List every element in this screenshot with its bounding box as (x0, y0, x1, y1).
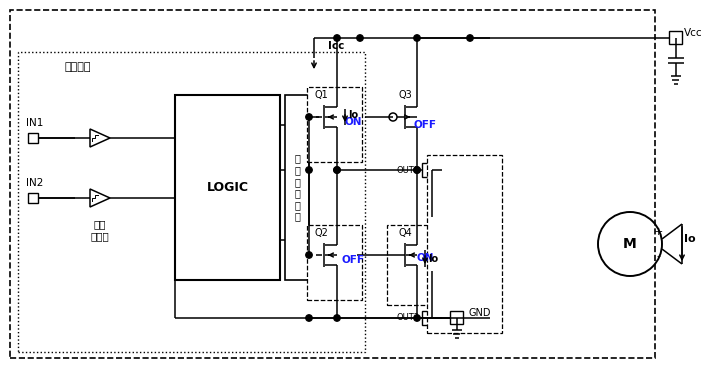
Text: OUT1: OUT1 (397, 165, 420, 174)
Text: Icc: Icc (328, 41, 345, 51)
Bar (307, 225, 362, 300)
Circle shape (334, 167, 340, 173)
Text: 防
止
同
时
导
通: 防 止 同 时 导 通 (294, 154, 300, 221)
Text: OFF: OFF (342, 255, 364, 265)
Circle shape (306, 252, 312, 258)
Text: OUT2: OUT2 (397, 313, 420, 322)
Circle shape (414, 167, 420, 173)
Text: ON: ON (345, 117, 362, 127)
Circle shape (357, 35, 363, 41)
Bar (28, 133, 38, 143)
Bar (422, 163, 434, 177)
Circle shape (334, 167, 340, 173)
Text: Vcc: Vcc (684, 28, 703, 38)
Bar (387, 225, 447, 305)
Bar (307, 87, 362, 162)
Bar (450, 311, 463, 324)
Circle shape (306, 167, 312, 173)
Text: Q4: Q4 (399, 228, 413, 238)
Bar (28, 193, 38, 203)
Bar (422, 311, 434, 325)
Text: OFF: OFF (413, 120, 437, 130)
Circle shape (334, 35, 340, 41)
Text: 磁滞
缓冲器: 磁滞 缓冲器 (91, 219, 109, 241)
Bar (175, 95, 280, 280)
Text: Q1: Q1 (315, 90, 329, 100)
Text: IN2: IN2 (26, 178, 43, 188)
Circle shape (306, 114, 312, 120)
Bar (427, 155, 502, 333)
Text: Io: Io (684, 234, 696, 244)
Text: GND: GND (469, 308, 491, 318)
Circle shape (334, 315, 340, 321)
Bar (285, 95, 309, 280)
Text: Q2: Q2 (315, 228, 329, 238)
Text: ON: ON (416, 253, 434, 263)
Bar (18, 52, 365, 352)
Text: Io: Io (348, 110, 358, 120)
Circle shape (414, 167, 420, 173)
Text: IN1: IN1 (26, 118, 43, 128)
Bar (669, 31, 682, 44)
Circle shape (414, 35, 420, 41)
Circle shape (467, 35, 473, 41)
Text: -: - (656, 251, 660, 261)
Text: M: M (623, 237, 637, 251)
Text: Io: Io (428, 254, 438, 264)
Text: +: + (653, 227, 663, 237)
Text: 小信号部: 小信号部 (65, 62, 91, 72)
Circle shape (414, 315, 420, 321)
Text: LOGIC: LOGIC (206, 181, 248, 194)
Text: Q3: Q3 (399, 90, 413, 100)
Circle shape (306, 315, 312, 321)
